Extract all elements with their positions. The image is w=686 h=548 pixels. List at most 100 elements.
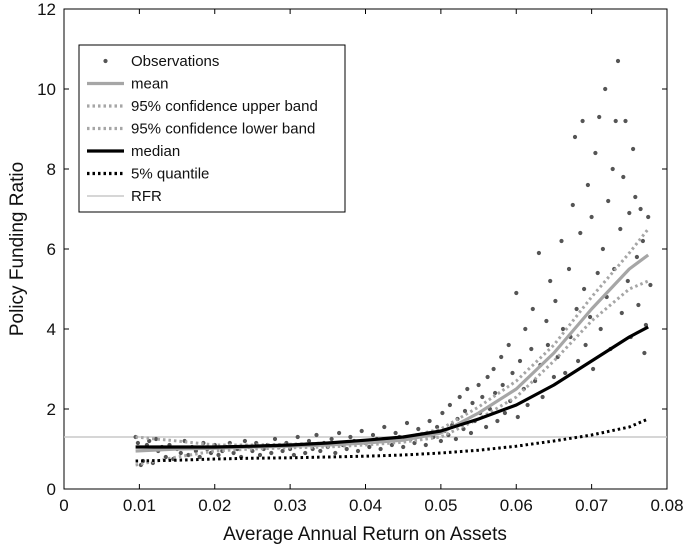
- observation-point: [600, 246, 606, 252]
- observation-point: [631, 146, 636, 152]
- observation-point: [621, 174, 626, 180]
- observation-point: [536, 250, 542, 256]
- observation-point: [638, 206, 643, 212]
- observation-point: [574, 306, 579, 312]
- observation-point: [280, 448, 285, 454]
- observation-point: [447, 402, 452, 408]
- observation-point: [470, 400, 475, 406]
- observation-point: [135, 440, 140, 446]
- legend-label: median: [131, 143, 180, 160]
- x-tick-label: 0.02: [198, 496, 231, 515]
- legend-marker-observations: [103, 58, 108, 64]
- x-tick-label: 0.08: [650, 496, 683, 515]
- observation-point: [548, 278, 553, 284]
- legend: Observations mean 95% confidence upper ban…: [78, 44, 346, 213]
- observation-point: [580, 118, 585, 124]
- y-axis-title: Policy Funding Ratio: [7, 162, 28, 336]
- observation-point: [515, 414, 520, 420]
- observation-point: [231, 450, 236, 456]
- observation-point: [427, 418, 432, 424]
- y-tick-label: 2: [47, 400, 56, 419]
- observation-point: [619, 310, 624, 316]
- observation-point: [510, 370, 515, 376]
- legend-label: mean: [131, 76, 169, 93]
- legend-label: 95% confidence lower band: [131, 121, 315, 138]
- observation-point: [582, 286, 587, 292]
- x-axis-title: Average Annual Return on Assets: [223, 524, 507, 545]
- observation-point: [295, 434, 300, 440]
- observation-point: [642, 350, 647, 356]
- observation-point: [525, 402, 530, 408]
- x-tick-label: 0.01: [123, 496, 156, 515]
- observation-point: [530, 306, 535, 312]
- observation-point: [597, 114, 602, 120]
- observation-point: [348, 434, 353, 440]
- observation-point: [583, 342, 588, 348]
- observation-point: [591, 366, 596, 372]
- observation-point: [404, 420, 410, 426]
- observation-point: [242, 438, 247, 444]
- observation-point: [333, 450, 338, 456]
- observation-point: [523, 326, 528, 332]
- observation-point: [153, 436, 159, 442]
- observation-point: [314, 432, 319, 438]
- observation-point: [618, 226, 623, 232]
- observation-point: [578, 230, 583, 236]
- observation-point: [344, 446, 349, 452]
- observation-point: [423, 442, 428, 448]
- observation-point: [367, 444, 372, 450]
- series-line-median: [135, 325, 649, 449]
- observation-point: [480, 394, 485, 400]
- observation-point: [633, 194, 638, 200]
- observation-point: [598, 326, 603, 332]
- y-tick-label: 10: [37, 80, 56, 99]
- x-tick-label: 0.06: [500, 496, 533, 515]
- observation-point: [269, 450, 274, 456]
- observation-point: [563, 370, 568, 376]
- observation-point: [378, 446, 383, 452]
- observation-point: [465, 386, 470, 392]
- observation-point: [572, 134, 578, 140]
- observation-point: [606, 198, 611, 204]
- x-tick-label: 0.04: [349, 496, 382, 515]
- legend-label: 95% confidence upper band: [131, 98, 318, 115]
- observation-point: [272, 436, 278, 442]
- observation-point: [462, 408, 468, 414]
- observation-point: [216, 452, 221, 458]
- observation-point: [499, 354, 504, 360]
- observation-point: [393, 430, 398, 436]
- observation-point: [553, 298, 558, 304]
- observation-point: [589, 214, 594, 220]
- observation-point: [593, 150, 598, 156]
- observation-point: [329, 436, 334, 442]
- observation-point: [359, 428, 364, 434]
- observation-point: [613, 118, 618, 124]
- y-tick-label: 6: [47, 240, 56, 259]
- observation-point: [544, 318, 549, 324]
- observation-point: [502, 410, 507, 416]
- x-tick-label: 0: [59, 496, 68, 515]
- observation-point: [468, 430, 474, 436]
- y-tick-label: 12: [37, 0, 56, 19]
- observation-point: [491, 366, 496, 372]
- observation-point: [648, 282, 653, 288]
- observation-point: [476, 382, 481, 388]
- observation-point: [197, 454, 202, 460]
- observation-point: [306, 438, 312, 444]
- observation-point: [610, 166, 615, 172]
- legend-label: 5% quantile: [131, 166, 209, 183]
- observation-point: [186, 452, 191, 458]
- legend-label: RFR: [131, 188, 162, 205]
- observation-point: [615, 58, 621, 64]
- observation-point: [484, 424, 489, 430]
- observation-point: [382, 424, 387, 430]
- observation-point: [401, 444, 406, 450]
- observation-point: [646, 214, 651, 220]
- legend-label: Observations: [131, 53, 219, 70]
- x-tick-label: 0.05: [424, 496, 457, 515]
- observation-point: [506, 342, 511, 348]
- observation-point: [500, 382, 505, 388]
- observation-point: [493, 390, 498, 396]
- observation-point: [595, 270, 600, 276]
- observation-point: [570, 202, 575, 208]
